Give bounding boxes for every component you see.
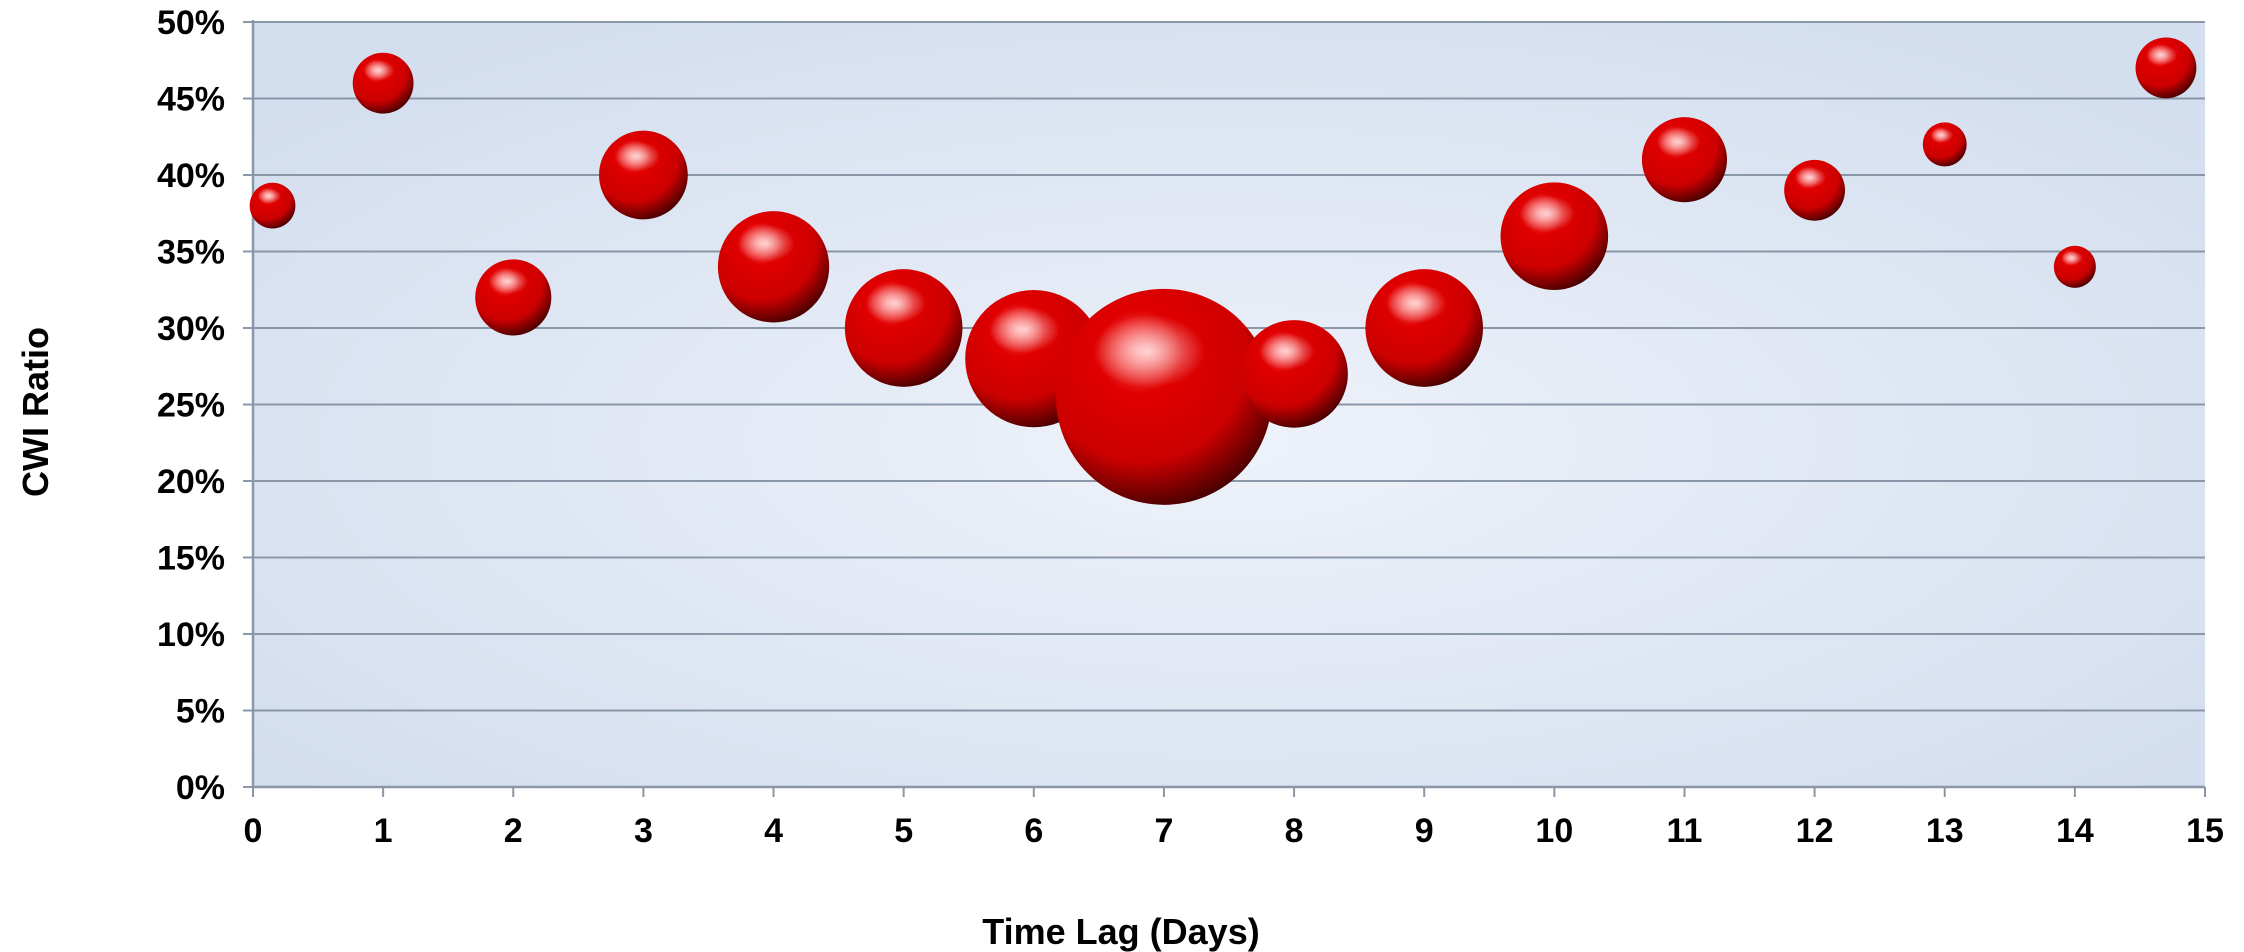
x-tick-label: 5 — [894, 812, 913, 850]
x-tick-label: 7 — [1154, 812, 1173, 850]
y-tick-label: 40% — [157, 157, 225, 195]
bubble — [1365, 269, 1484, 387]
bubble-highlight — [1258, 333, 1315, 370]
bubble — [249, 182, 296, 229]
y-tick-label: 15% — [157, 540, 225, 578]
bubble-highlight — [864, 283, 927, 324]
bubble-series — [249, 37, 2197, 505]
axes — [243, 20, 2206, 797]
x-tick-label: 6 — [1024, 812, 1043, 850]
x-tick-label: 10 — [1535, 812, 1573, 850]
bubble-highlight — [363, 60, 395, 81]
y-tick-label: 25% — [157, 387, 225, 425]
x-tick-label: 9 — [1415, 812, 1434, 850]
bubble — [1922, 122, 1967, 167]
bubble-highlight — [1092, 314, 1205, 389]
y-tick-label: 35% — [157, 234, 225, 272]
bubble — [1240, 320, 1348, 428]
x-tick-label: 12 — [1796, 812, 1834, 850]
bubble-highlight — [736, 224, 795, 263]
x-tick-label: 0 — [244, 812, 263, 850]
x-tick-label: 14 — [2056, 812, 2094, 850]
y-tick-label: 45% — [157, 81, 225, 119]
bubble — [599, 130, 688, 220]
bubble-highlight — [2060, 250, 2083, 266]
y-axis-tick-labels: 0% 5% 10% 15% 20% 25% 30% 35% 40% 45% 50% — [157, 4, 225, 807]
bubble-highlight — [1656, 127, 1701, 157]
bubble-highlight — [1385, 283, 1447, 324]
y-tick-label: 5% — [176, 693, 225, 731]
y-tick-label: 10% — [157, 616, 225, 654]
bubble — [475, 259, 552, 336]
x-tick-label: 3 — [634, 812, 653, 850]
x-tick-label: 11 — [1666, 812, 1702, 850]
y-axis-title: CWI Ratio — [15, 327, 56, 497]
bubble-highlight — [988, 306, 1060, 354]
bubble — [1500, 182, 1609, 291]
bubble — [1784, 159, 1846, 221]
bubble — [352, 52, 414, 114]
bubble — [717, 211, 830, 323]
x-axis-title: Time Lag (Days) — [982, 911, 1259, 952]
bubble — [2135, 37, 2197, 99]
x-tick-label: 1 — [374, 812, 393, 850]
bubble — [1641, 117, 1728, 203]
x-tick-label: 13 — [1926, 812, 1964, 850]
bubble — [844, 269, 963, 387]
bubble-highlight — [1518, 195, 1575, 232]
bubble-highlight — [614, 141, 661, 172]
bubble-highlight — [1794, 167, 1827, 188]
y-tick-label: 30% — [157, 310, 225, 348]
x-tick-label: 4 — [764, 812, 783, 850]
x-tick-label: 8 — [1285, 812, 1304, 850]
x-tick-label: 15 — [2186, 812, 2224, 850]
x-tick-label: 2 — [504, 812, 523, 850]
y-tick-label: 20% — [157, 463, 225, 501]
bubble-highlight — [257, 188, 282, 204]
x-axis-tick-labels: 0 1 2 3 4 5 6 7 8 9 10 11 12 13 14 15 — [244, 812, 2224, 850]
bubble-highlight — [2145, 44, 2178, 66]
y-tick-label: 0% — [176, 769, 225, 807]
bubble — [1055, 288, 1272, 505]
bubble — [2053, 245, 2096, 288]
y-tick-label: 50% — [157, 4, 225, 42]
bubble-highlight — [1930, 127, 1954, 143]
bubble-highlight — [488, 268, 528, 295]
